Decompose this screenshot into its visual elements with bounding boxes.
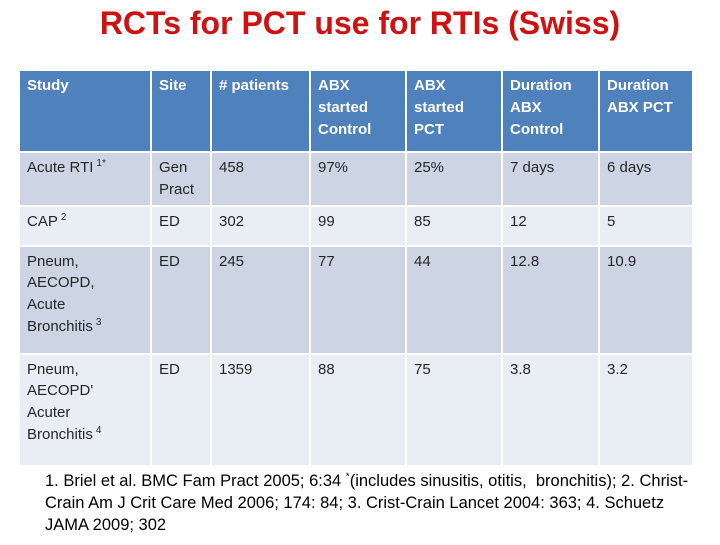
footnote-asterisk: *: [345, 471, 350, 483]
patients-cell: 245: [212, 246, 309, 353]
table-row: Pneum, AECOPD, Acute Bronchitis 3 ED 245 …: [20, 246, 692, 353]
study-name: CAP: [27, 212, 58, 230]
col-header-site: Site: [152, 71, 210, 151]
abx-started-pct-cell: 44: [407, 246, 501, 353]
page-title: RCTs for PCT use for RTIs (Swiss): [99, 5, 621, 41]
abx-started-control-cell: 99: [311, 206, 405, 245]
duration-abx-control-cell: 7 days: [503, 153, 598, 205]
col-header-patients: # patients: [212, 71, 309, 151]
study-cell: Pneum, AECOPD' Acuter Bronchitis 4: [20, 354, 150, 465]
patients-cell: 1359: [212, 354, 309, 465]
study-name: Pneum, AECOPD' Acuter Bronchitis: [27, 360, 94, 443]
footnote-text-pre: 1. Briel et al. BMC Fam Pract 2005; 6:34: [45, 472, 346, 490]
patients-cell: 458: [212, 153, 309, 205]
patients-cell: 302: [212, 206, 309, 245]
table-header-row: Study Site # patients ABX started Contro…: [20, 71, 692, 151]
study-cell: CAP 2: [20, 206, 150, 245]
study-superscript: 4: [95, 424, 102, 436]
abx-started-pct-cell: 75: [407, 354, 501, 465]
abx-started-control-cell: 88: [311, 354, 405, 465]
table-row: CAP 2 ED 302 99 85 12 5: [20, 206, 692, 245]
abx-started-control-cell: 97%: [311, 153, 405, 205]
study-superscript: 3: [95, 316, 102, 328]
footnote-text-post: (includes sinusitis, otitis, bronchitis)…: [45, 472, 689, 534]
study-name: Acute RTI: [27, 159, 94, 176]
col-header-abx-started-control: ABX started Control: [311, 71, 405, 151]
duration-abx-control-cell: 3.8: [503, 354, 598, 465]
study-cell: Acute RTI 1*: [20, 153, 150, 205]
duration-abx-control-cell: 12: [503, 206, 598, 245]
abx-started-control-cell: 77: [311, 246, 405, 353]
duration-abx-pct-cell: 5: [600, 206, 692, 245]
duration-abx-pct-cell: 3.2: [600, 354, 692, 465]
rct-table: Study Site # patients ABX started Contro…: [18, 69, 694, 467]
study-superscript: 1*: [96, 158, 106, 169]
table-row: Acute RTI 1* Gen Pract 458 97% 25% 7 days…: [20, 153, 692, 205]
abx-started-pct-cell: 85: [407, 206, 501, 245]
study-name: Pneum, AECOPD, Acute Bronchitis: [27, 252, 95, 335]
duration-abx-pct-cell: 10.9: [600, 246, 692, 353]
study-superscript: 2: [60, 211, 67, 223]
site-cell: ED: [152, 354, 210, 465]
duration-abx-pct-cell: 6 days: [600, 153, 692, 205]
col-header-study: Study: [20, 71, 150, 151]
col-header-abx-started-pct: ABX started PCT: [407, 71, 501, 151]
study-cell: Pneum, AECOPD, Acute Bronchitis 3: [20, 246, 150, 353]
col-header-duration-abx-control: Duration ABX Control: [503, 71, 598, 151]
site-cell: ED: [152, 206, 210, 245]
references-footnote: 1. Briel et al. BMC Fam Pract 2005; 6:34…: [45, 471, 710, 536]
abx-started-pct-cell: 25%: [407, 153, 501, 205]
site-cell: Gen Pract: [152, 153, 210, 205]
duration-abx-control-cell: 12.8: [503, 246, 598, 353]
table-row: Pneum, AECOPD' Acuter Bronchitis 4 ED 135…: [20, 354, 692, 465]
site-cell: ED: [152, 246, 210, 353]
col-header-duration-abx-pct: Duration ABX PCT: [600, 71, 692, 151]
